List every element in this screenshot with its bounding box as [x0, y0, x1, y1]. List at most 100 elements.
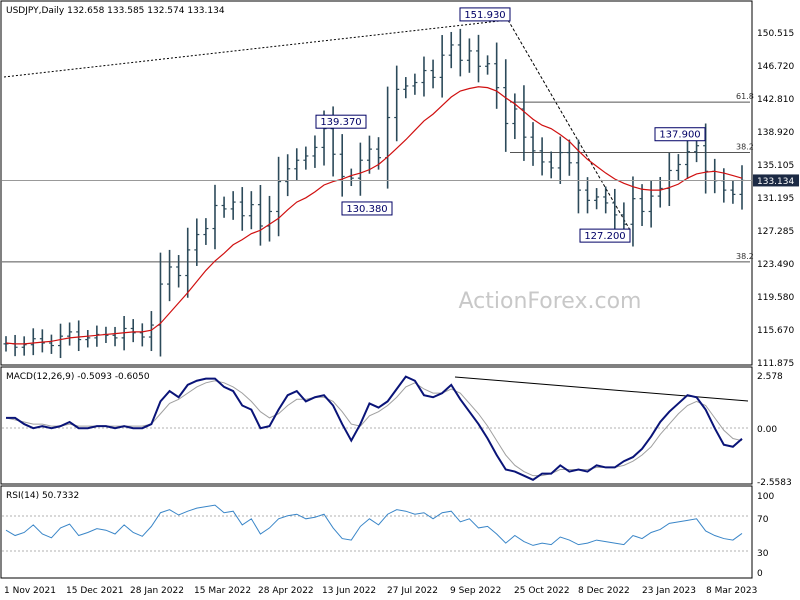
price-bar [67, 322, 73, 346]
price-bar [675, 154, 681, 181]
price-bar [530, 122, 536, 166]
price-bar [21, 336, 27, 356]
x-tick-label: 8 Mar 2023 [706, 586, 757, 596]
macd-tick-label: 0.00 [757, 425, 777, 435]
rsi-tick-label: 0 [757, 569, 763, 579]
price-bar [503, 59, 509, 152]
price-tick-label: 142.810 [757, 95, 794, 105]
price-bar [585, 177, 591, 214]
macd-main-line [6, 375, 743, 481]
rsi-pane-frame [0, 485, 753, 579]
x-tick-label: 27 Jul 2022 [387, 586, 438, 596]
price-bar [594, 188, 600, 210]
price-bar [521, 85, 527, 161]
price-bar [185, 227, 191, 298]
last-price-tag [753, 174, 799, 187]
price-bar [148, 311, 154, 352]
price-bar [176, 255, 182, 288]
rsi-line [5, 504, 743, 546]
price-tick-label: 127.285 [757, 227, 794, 237]
price-callout-label: 139.370 [320, 117, 361, 128]
macd-axis: 2.578 0.00 -2.5583 [757, 372, 792, 488]
price-callout-label: 130.380 [346, 204, 387, 215]
price-bar [439, 35, 445, 98]
price-callout: 130.380 [341, 201, 393, 216]
price-tick-label: 123.490 [757, 260, 794, 270]
price-bar [730, 180, 736, 204]
price-bar [403, 77, 409, 99]
price-bar [612, 188, 618, 229]
price-tick-label: 119.580 [757, 293, 794, 303]
price-bar [194, 218, 200, 266]
fib-levels: 61.8 38.2 38.2 [2, 92, 754, 263]
price-bar [276, 156, 282, 237]
price-bar [412, 73, 418, 95]
price-bar [566, 139, 572, 176]
price-bar [703, 123, 709, 194]
price-callout: 151.930 [459, 7, 511, 22]
macd-pane-title: MACD(12,26,9) -0.5093 -0.6050 [6, 372, 150, 382]
price-bar [548, 151, 554, 179]
price-pane-title: USDJPY,Daily 132.658 133.585 132.574 133… [6, 6, 225, 16]
price-callout-label: 137.900 [659, 130, 700, 141]
moving-average [5, 86, 743, 345]
price-tick-label: 135.105 [757, 161, 794, 171]
price-bar [221, 196, 227, 218]
price-bar [475, 34, 481, 83]
price-bar [485, 55, 491, 75]
price-bar [257, 185, 263, 246]
x-tick-label: 15 Mar 2022 [194, 586, 251, 596]
price-bar [312, 135, 318, 168]
price-bar [457, 28, 463, 77]
price-axis: 150.515 146.720 142.810 138.920 135.105 … [757, 29, 794, 369]
price-bar [366, 135, 372, 174]
price-callout-label: 151.930 [464, 10, 505, 21]
price-bar [303, 146, 309, 170]
price-bar [512, 93, 518, 140]
price-callout: 139.370 [315, 114, 367, 129]
price-tick-label: 146.720 [757, 62, 794, 72]
price-tick-label: 138.920 [757, 128, 794, 138]
price-bar [248, 191, 254, 230]
price-bar [421, 56, 427, 97]
rsi-tick-label: 100 [757, 492, 774, 502]
x-tick-label: 8 Dec 2022 [578, 586, 630, 596]
last-price-text: 133.134 [757, 177, 794, 187]
price-bar [430, 59, 436, 89]
price-bar [48, 334, 54, 354]
price-bar [630, 176, 636, 247]
x-tick-label: 1 Nov 2021 [4, 586, 56, 596]
x-tick-label: 15 Dec 2021 [66, 586, 124, 596]
price-bar [167, 249, 173, 302]
price-bar [648, 180, 654, 228]
price-bar [294, 148, 300, 181]
price-bar [130, 319, 136, 343]
fib-level-label: 61.8 [736, 92, 754, 101]
x-tick-label: 28 Apr 2022 [258, 586, 314, 596]
price-bar [94, 325, 100, 347]
price-bar [3, 336, 9, 352]
macd-trendline [454, 376, 749, 402]
fall-trendline [507, 19, 631, 231]
price-bar [39, 329, 45, 353]
price-bar [76, 320, 82, 352]
price-bar [657, 176, 663, 208]
price-bar [603, 186, 609, 214]
price-bar [557, 136, 563, 184]
price-bars [3, 28, 745, 359]
x-tick-label: 9 Sep 2022 [450, 586, 501, 596]
price-bar [394, 65, 400, 142]
rsi-pane-title: RSI(14) 50.7332 [6, 491, 79, 501]
x-axis: 1 Nov 2021 15 Dec 2021 28 Jan 2022 15 Ma… [4, 586, 757, 596]
price-bar [684, 137, 690, 180]
price-tick-label: 150.515 [757, 29, 794, 39]
price-callout-label: 127.200 [584, 231, 625, 242]
macd-tick-label: 2.578 [757, 372, 783, 382]
price-bar [230, 191, 236, 220]
price-bar [239, 187, 245, 231]
price-bar [639, 184, 645, 226]
price-bar [466, 38, 472, 73]
price-tick-label: 115.670 [757, 326, 794, 336]
fib-level-label: 38.2 [736, 252, 754, 261]
